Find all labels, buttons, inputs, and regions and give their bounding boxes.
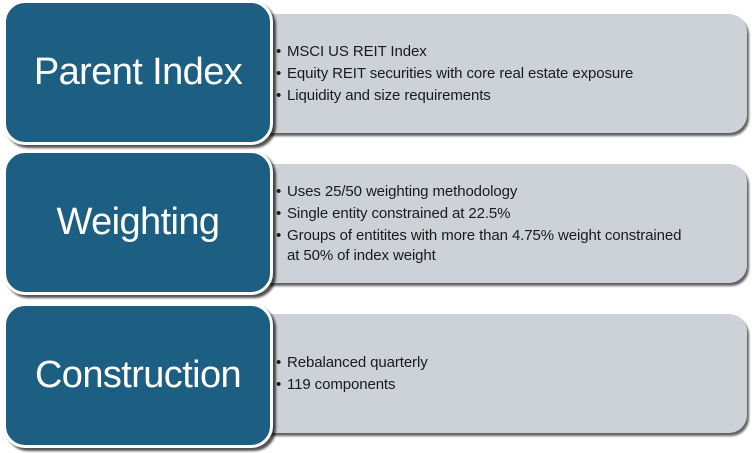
bullet-icon: • [276, 375, 282, 393]
bullet-icon: • [276, 42, 282, 60]
bullet-item: • 119 components [276, 375, 428, 395]
stage-box-parent-index: Parent Index [3, 0, 273, 145]
stage-box-weighting: Weighting [3, 150, 273, 295]
bullet-list: • MSCI US REIT Index • Equity REIT securit… [276, 40, 634, 108]
bullet-text: Uses 25/50 weighting methodology [287, 182, 518, 200]
bullet-icon: • [276, 204, 282, 222]
bullet-text: MSCI US REIT Index [287, 42, 427, 60]
stage-title: Weighting [56, 201, 221, 243]
stage-title: Construction [34, 354, 242, 396]
bullet-item: • Rebalanced quarterly [276, 353, 428, 373]
bullet-icon: • [276, 64, 282, 82]
diagram-row-weighting: • Uses 25/50 weighting methodology • Singl… [0, 150, 753, 301]
bullet-text: Groups of entitites with more than 4.75%… [287, 226, 682, 264]
bullet-icon: • [276, 226, 282, 244]
bullet-icon: • [276, 86, 282, 104]
bullet-list: • Uses 25/50 weighting methodology • Singl… [276, 180, 682, 268]
stage-box-construction: Construction [3, 303, 273, 448]
bullet-item: • Liquidity and size requirements [276, 86, 633, 106]
stage-title: Parent Index [33, 51, 243, 93]
bullet-icon: • [276, 182, 282, 200]
bullet-item: • Single entity constrained at 22.5% [276, 204, 681, 224]
bullet-list: • Rebalanced quarterly • 119 components [276, 351, 428, 397]
bullet-text: Rebalanced quarterly [287, 353, 428, 371]
bullet-icon: • [276, 353, 282, 371]
diagram-row-parent-index: • MSCI US REIT Index • Equity REIT securit… [0, 0, 753, 151]
bullet-text: Equity REIT securities with core real es… [287, 64, 634, 82]
bullet-item: • Uses 25/50 weighting methodology [276, 182, 681, 202]
bullet-text: 119 components [287, 375, 396, 393]
diagram-row-construction: • Rebalanced quarterly • 119 components Co… [0, 300, 753, 451]
bullet-item: • Groups of entitites with more than 4.75… [276, 226, 682, 266]
bullet-item: • MSCI US REIT Index [276, 42, 633, 62]
bullet-item: • Equity REIT securities with core real e… [276, 64, 634, 84]
bullet-text: Liquidity and size requirements [287, 86, 491, 104]
bullet-text: Single entity constrained at 22.5% [287, 204, 511, 222]
